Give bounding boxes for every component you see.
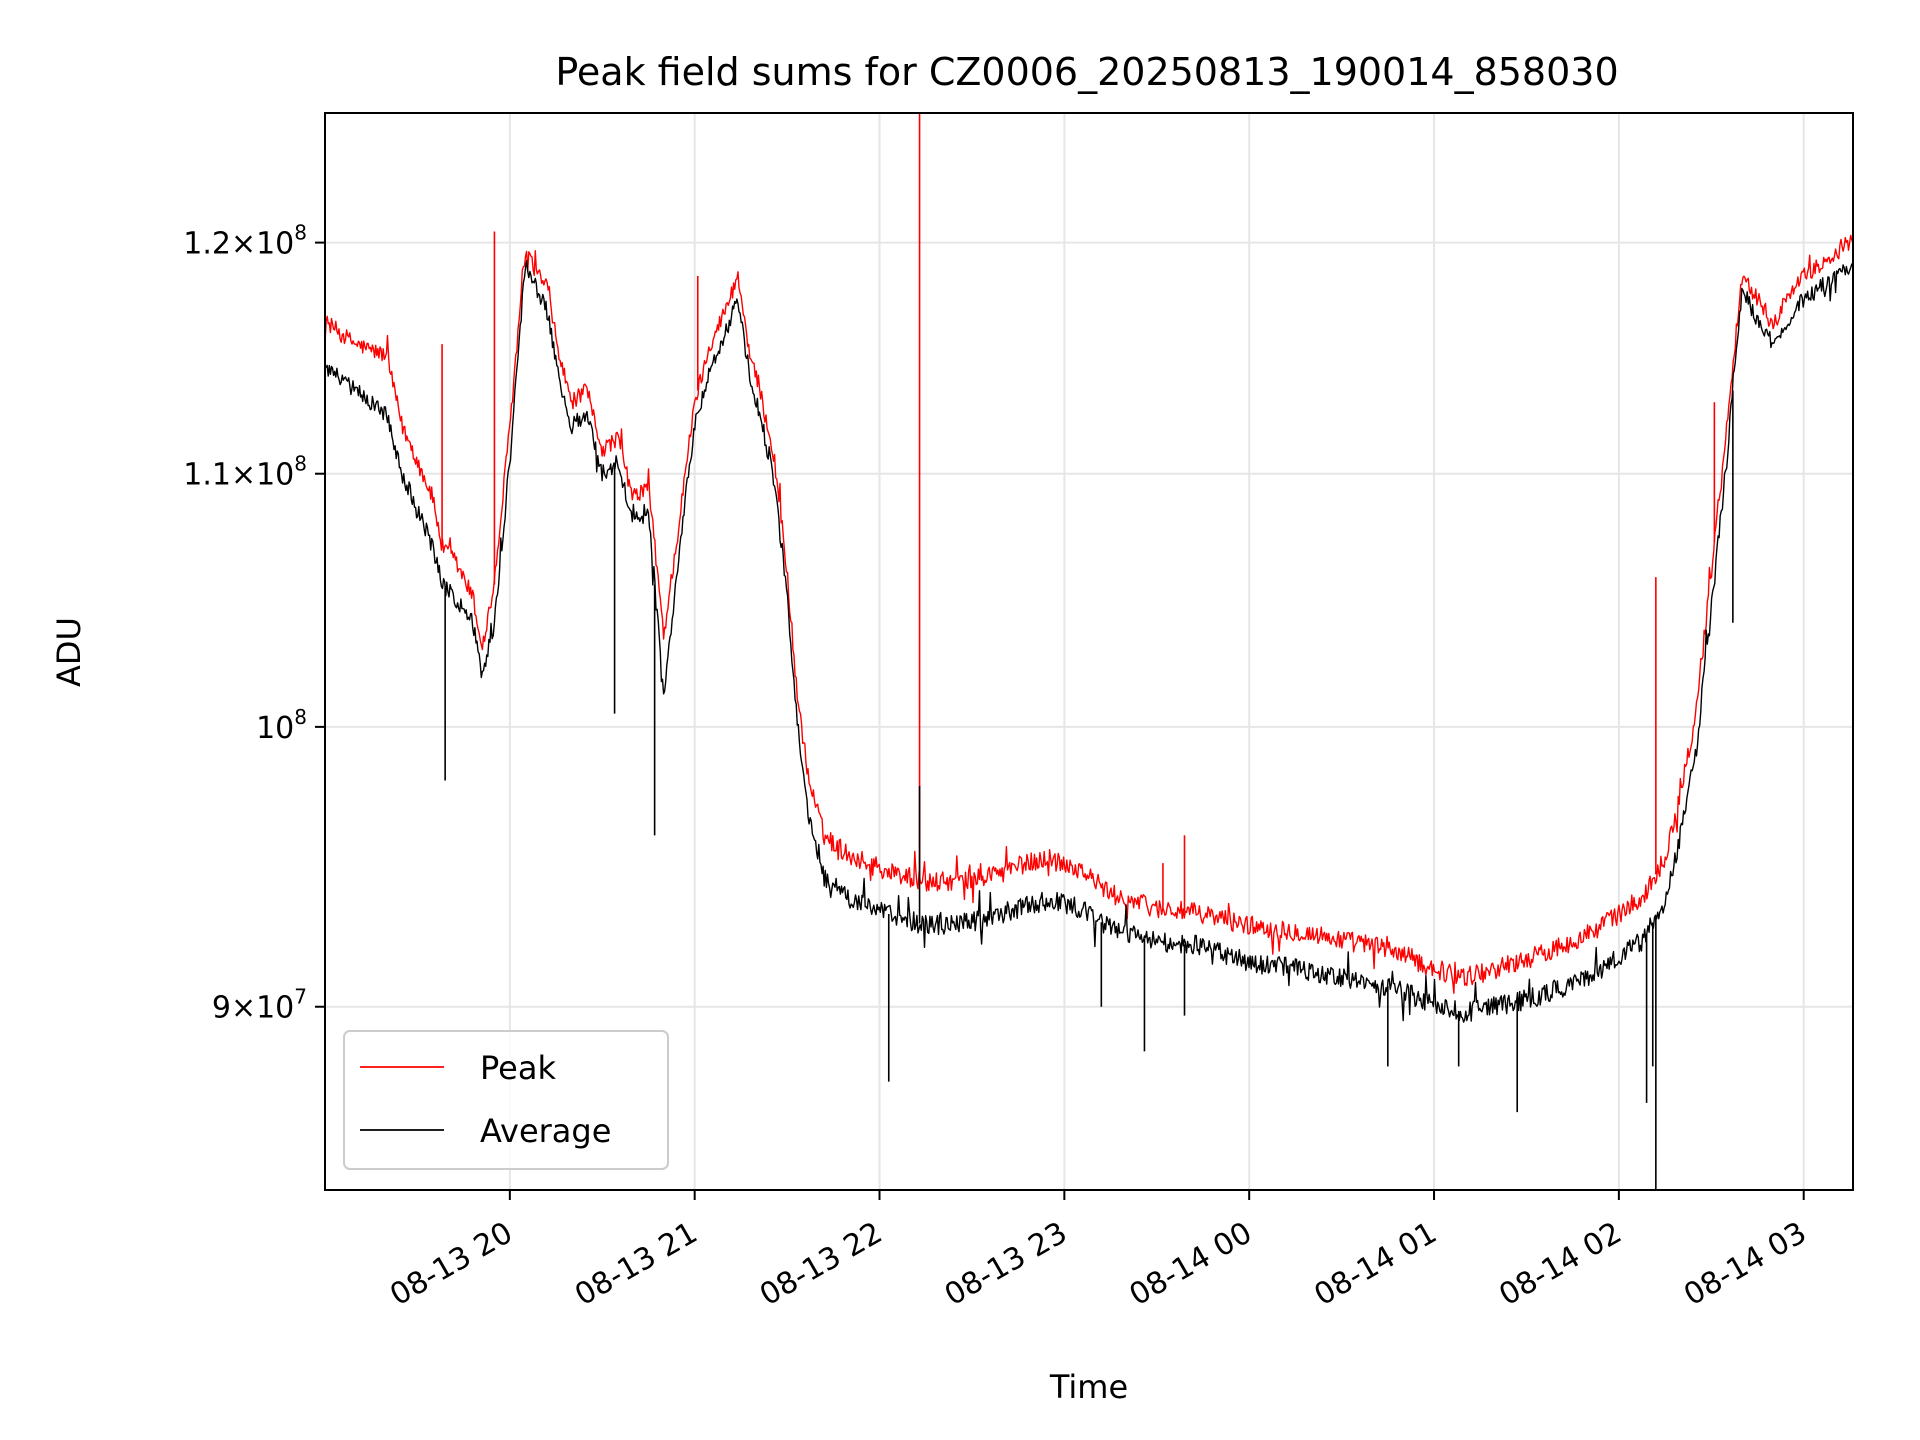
- chart-title: Peak field sums for CZ0006_20250813_1900…: [555, 50, 1618, 94]
- legend-label-peak: Peak: [480, 1049, 556, 1087]
- legend-label-average: Average: [480, 1112, 611, 1150]
- grid: [325, 113, 1853, 1190]
- x-axis-title: Time: [1049, 1368, 1128, 1406]
- series-line-peak: [325, 234, 1853, 994]
- y-tick-label: 9×107: [212, 985, 307, 1026]
- y-tick-label: 108: [256, 705, 307, 746]
- legend-box: [343, 1030, 669, 1170]
- series-line-average: [325, 260, 1853, 1023]
- y-tick-label: 1.1×108: [183, 452, 307, 493]
- series-layer: [325, 113, 1853, 1190]
- legend: Peak Average: [343, 1030, 669, 1170]
- y-axis-title: ADU: [50, 617, 88, 687]
- plot-frame: [324, 112, 1854, 1191]
- y-tick-label: 1.2×108: [183, 221, 307, 262]
- y-axis: 9×107 108 1.1×108 1.2×108: [183, 221, 325, 1026]
